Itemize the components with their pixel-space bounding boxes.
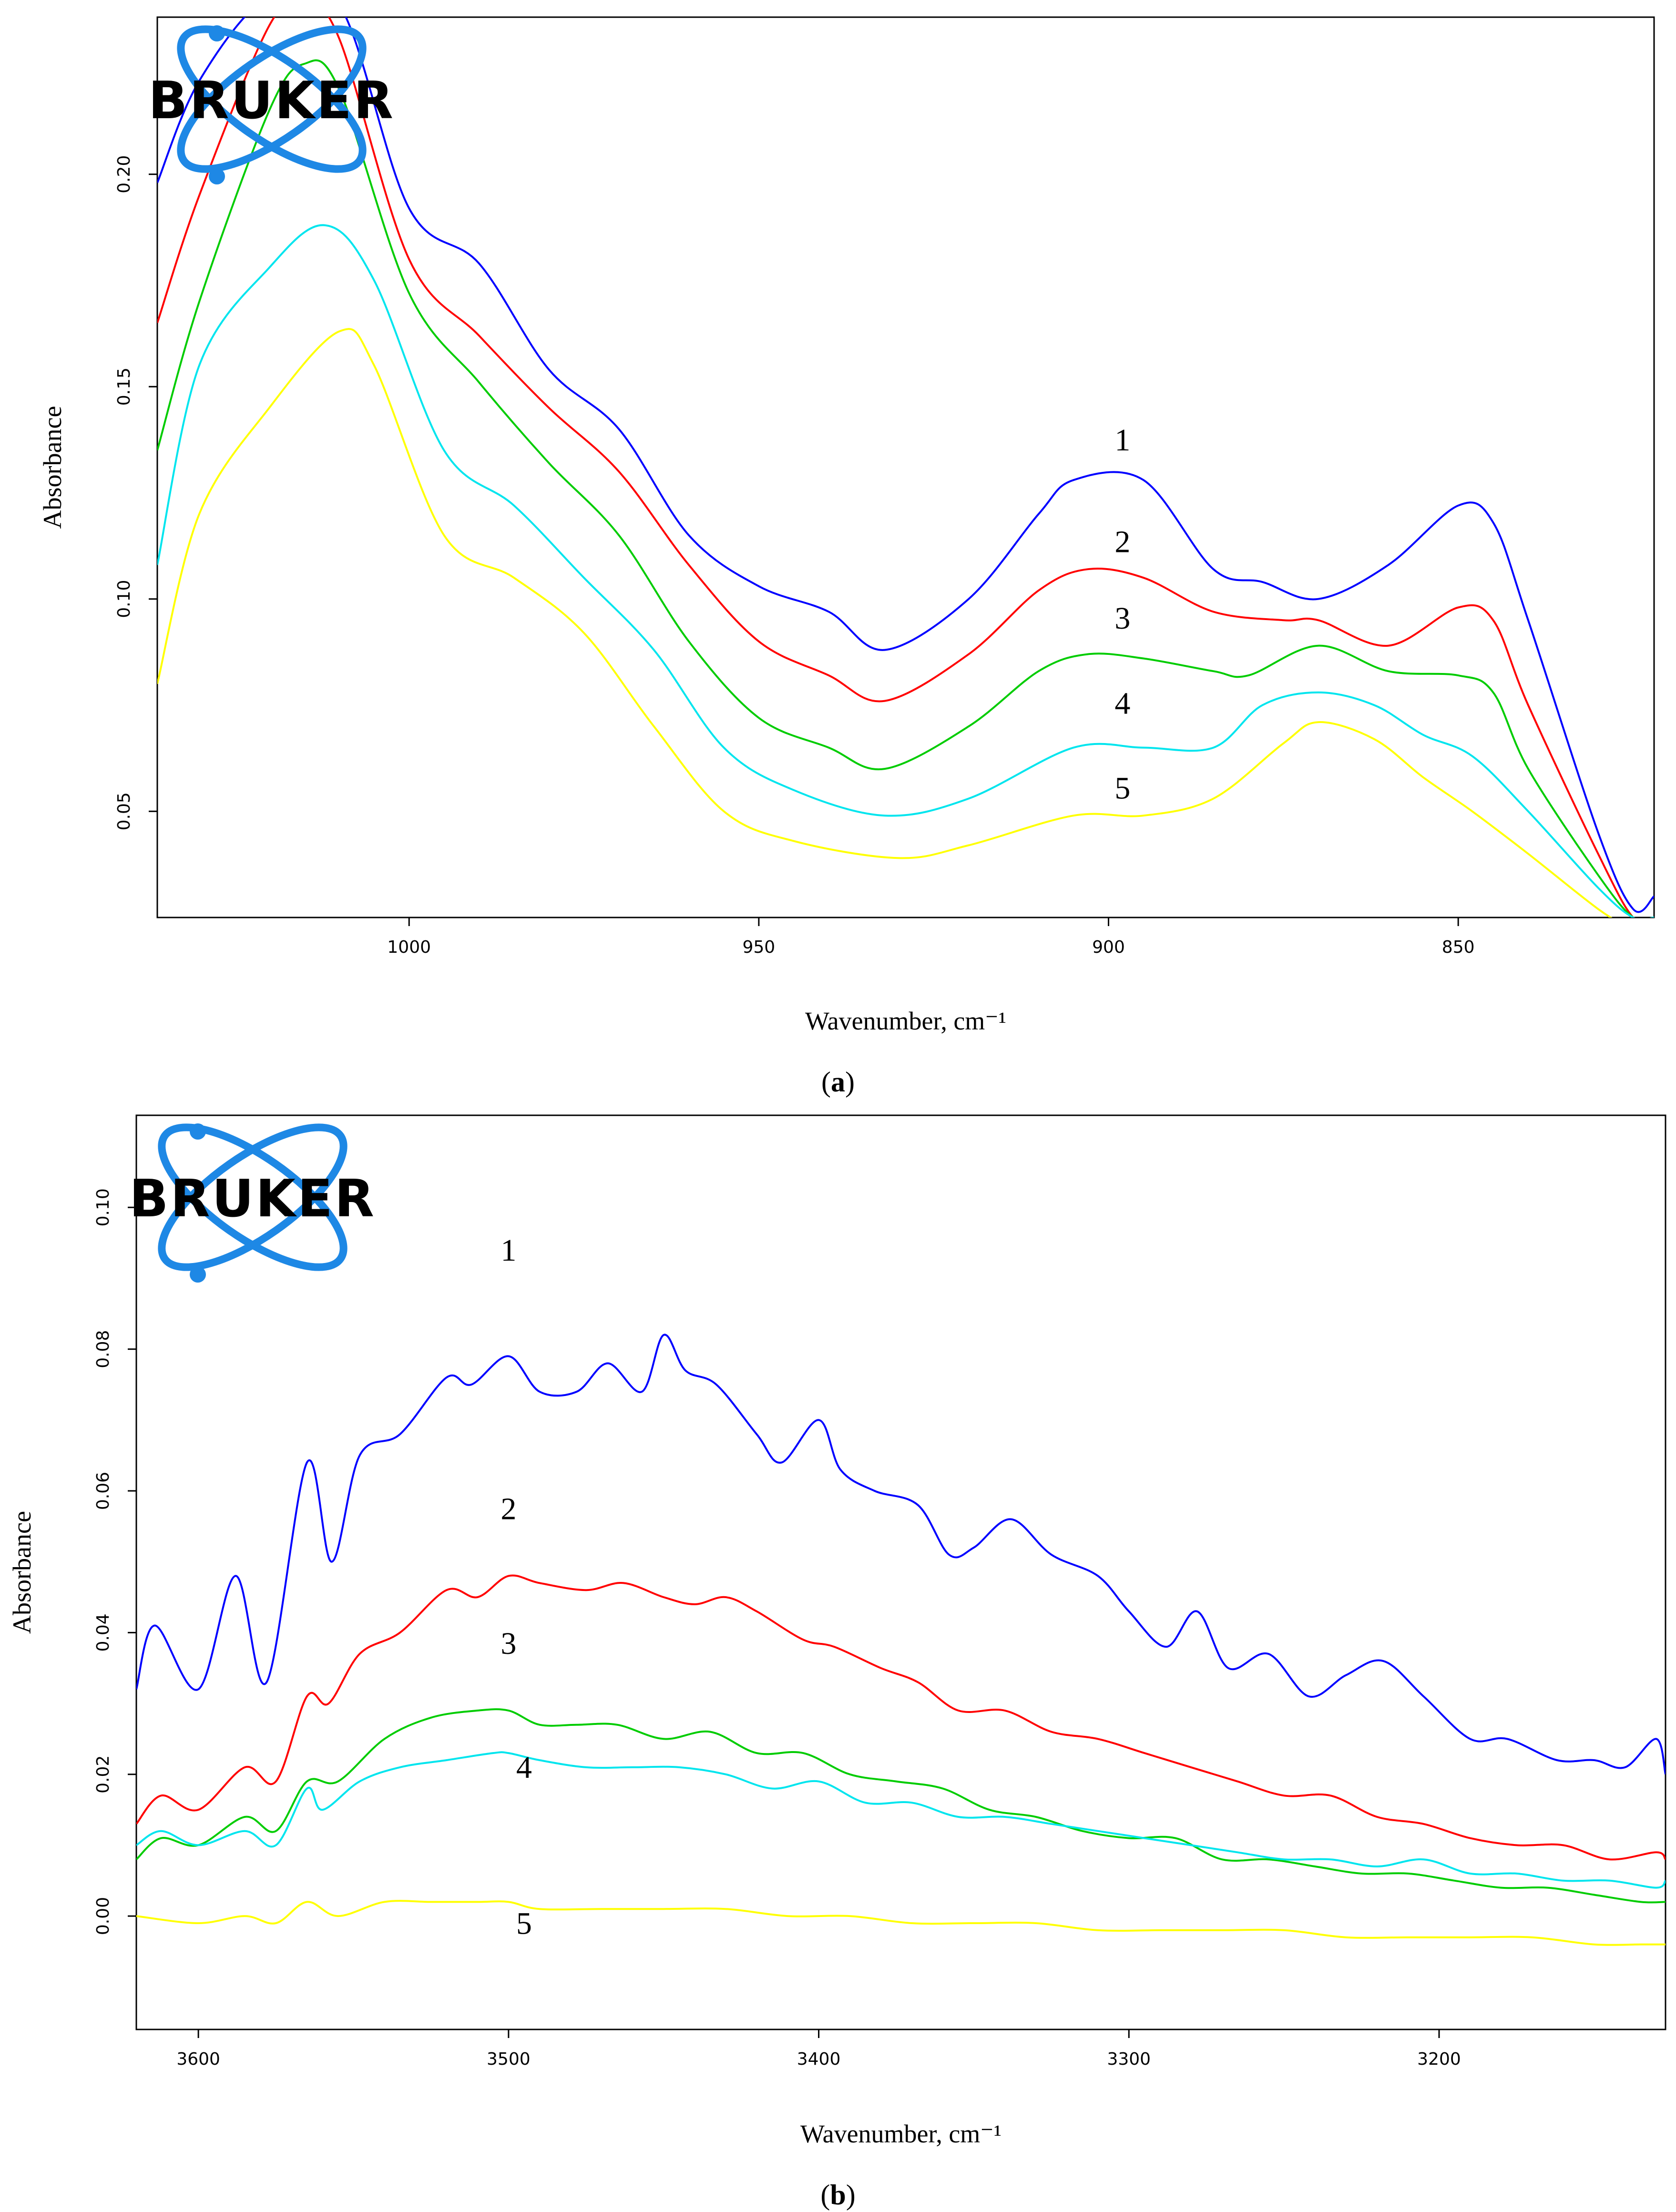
y-tick-label: 0.02 — [93, 1755, 113, 1794]
logo-electron — [209, 25, 225, 41]
plot-frame — [156, 16, 1655, 918]
series-line-4 — [136, 1751, 1666, 1889]
y-axis-label: Absorbance — [38, 406, 67, 529]
series-line-1 — [157, 17, 1654, 913]
y-tick-label: 0.15 — [114, 367, 134, 406]
series-line-2 — [157, 17, 1654, 917]
y-tick-label: 0.20 — [114, 155, 134, 194]
panel-caption: (b) — [820, 2179, 855, 2211]
chart-panel-a: 1000 950 900 850 0.05 0.10 0.15 0.20 1 2 3 4 5 BRUKER… — [38, 16, 1655, 1098]
logo-electron — [190, 1123, 206, 1140]
series-line-3 — [136, 1708, 1666, 1904]
curve-number-label: 2 — [1114, 525, 1130, 560]
panel-caption: (a) — [821, 1066, 855, 1098]
x-tick-label: 3200 — [1417, 2049, 1461, 2069]
y-axis-label: Absorbance — [8, 1511, 36, 1634]
series-line-4 — [157, 224, 1654, 917]
series-group — [157, 17, 1654, 917]
curve-number-label: 1 — [501, 1233, 516, 1268]
chart-panel-b: 3600 3500 3400 3300 3200 0.00 0.02 0.04 0.06 0.08… — [8, 1114, 1666, 2211]
y-tick-label: 0.06 — [93, 1472, 113, 1510]
plot-frame — [135, 1114, 1666, 2030]
series-line-3 — [157, 59, 1654, 917]
logo-orbit — [177, 25, 367, 173]
series-line-2 — [136, 1574, 1666, 1861]
logo-text: BRUKER — [129, 1169, 376, 1229]
curve-number-label: 5 — [516, 1906, 532, 1941]
bruker-logo: BRUKER — [129, 1123, 376, 1283]
curve-number-label: 4 — [516, 1750, 532, 1785]
curve-number-label: 3 — [501, 1626, 516, 1661]
bruker-logo: BRUKER — [148, 25, 395, 184]
series-group — [136, 1334, 1666, 1946]
series-line-5 — [136, 1900, 1666, 1946]
y-tick-label: 0.10 — [114, 580, 134, 618]
x-axis-label: Wavenumber, cm⁻¹ — [800, 2120, 1002, 2148]
curve-number-label: 1 — [1114, 423, 1130, 458]
x-tick-label: 3600 — [176, 2049, 220, 2069]
x-tick-label: 950 — [743, 938, 776, 957]
x-tick-label: 900 — [1092, 938, 1125, 957]
x-tick-label: 3300 — [1107, 2049, 1151, 2069]
logo-orbit — [158, 1123, 347, 1271]
y-tick-label: 0.05 — [114, 792, 134, 830]
x-axis-label: Wavenumber, cm⁻¹ — [805, 1007, 1006, 1035]
curve-number-label: 2 — [501, 1491, 516, 1526]
logo-orbit — [158, 1123, 347, 1271]
x-tick-label: 3400 — [797, 2049, 841, 2069]
x-tick-label: 3500 — [487, 2049, 531, 2069]
logo-electron — [209, 168, 225, 184]
y-tick-label: 0.10 — [93, 1188, 113, 1226]
y-tick-label: 0.08 — [93, 1330, 113, 1368]
x-tick-label: 850 — [1442, 938, 1475, 957]
logo-text: BRUKER — [148, 71, 395, 131]
logo-orbit — [177, 25, 367, 173]
series-line-5 — [157, 328, 1613, 917]
curve-number-label: 4 — [1114, 686, 1130, 721]
y-tick-label: 0.00 — [93, 1897, 113, 1935]
series-line-1 — [136, 1334, 1666, 1775]
x-tick-label: 1000 — [387, 938, 431, 957]
y-tick-label: 0.04 — [93, 1613, 113, 1651]
logo-electron — [190, 1266, 206, 1283]
curve-number-label: 3 — [1114, 601, 1130, 636]
curve-number-label: 5 — [1114, 771, 1130, 806]
